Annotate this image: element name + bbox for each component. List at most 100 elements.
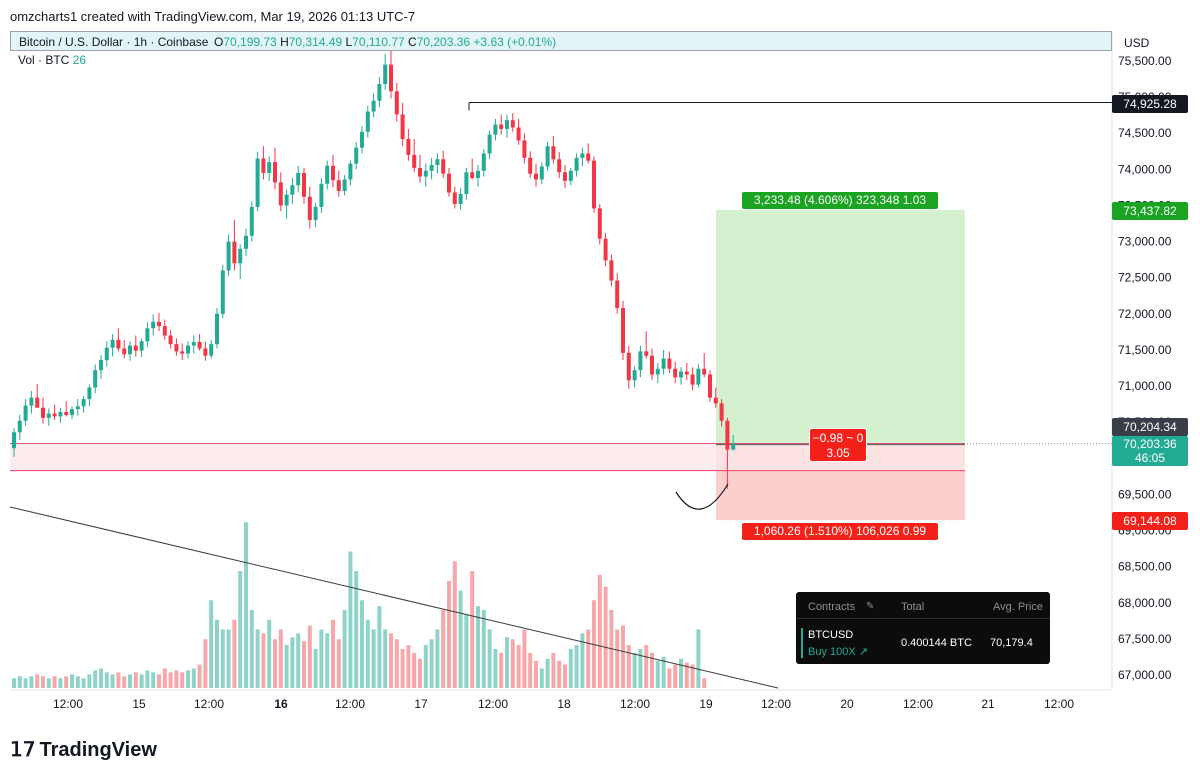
candle-body <box>354 147 359 164</box>
price-tick-label: 68,000.00 <box>1118 596 1172 610</box>
volume-bar <box>586 629 591 688</box>
volume-bar <box>290 637 295 688</box>
candle-body <box>133 345 138 351</box>
volume-bar <box>394 639 399 688</box>
candle-body <box>17 420 22 433</box>
hand-drawn-curve <box>675 483 729 510</box>
symbol-legend[interactable]: Bitcoin / U.S. Dollar · 1h · Coinbase O7… <box>10 31 1112 51</box>
entry-price-label: 70,204.34 <box>1112 418 1188 436</box>
volume-bar <box>238 571 243 688</box>
position-side[interactable]: Buy 100X ↗ <box>808 645 868 658</box>
volume-bar <box>191 668 196 688</box>
target-price-label: 73,437.82 <box>1112 202 1188 220</box>
volume-bar <box>412 652 417 688</box>
candle-body <box>534 173 538 180</box>
candle-body <box>296 172 301 186</box>
candle-body <box>180 351 185 354</box>
candle-body <box>81 399 86 407</box>
candle-body <box>46 413 51 418</box>
time-tick-label: 17 <box>414 697 428 711</box>
candle-body <box>325 165 330 184</box>
candle-body <box>667 358 672 369</box>
candle-body <box>673 368 678 378</box>
volume-bar <box>400 649 405 688</box>
volume-bar <box>534 660 538 688</box>
volume-bar <box>354 571 359 688</box>
position-pl-box[interactable]: −0.98 ~ 0 3.05 <box>809 428 867 462</box>
volume-bar <box>418 658 422 688</box>
candle-body <box>23 405 28 421</box>
candle-body <box>122 348 127 355</box>
candle-body <box>290 185 295 195</box>
positions-panel[interactable]: Contracts ✎ Total Avg. Price BTCUSD Buy … <box>796 592 1050 664</box>
candle-body <box>557 159 562 173</box>
volume-bar <box>621 625 625 688</box>
currency-label[interactable]: USD <box>1124 36 1150 50</box>
volume-bar <box>452 561 457 688</box>
candle-body <box>244 235 248 249</box>
time-tick-label: 12:00 <box>620 697 650 711</box>
volume-bar <box>29 676 34 688</box>
volume-bar <box>307 625 312 688</box>
volume-bar <box>632 652 637 688</box>
candle-body <box>551 146 556 160</box>
price-tick-label: 74,000.00 <box>1118 162 1172 176</box>
volume-bar <box>603 586 608 688</box>
volume-bar <box>528 652 533 688</box>
candle-body <box>104 347 109 361</box>
edit-icon[interactable]: ↗ <box>858 646 868 658</box>
candle-body <box>174 344 179 352</box>
candle-body <box>145 328 150 342</box>
volume-bar <box>325 633 330 688</box>
price-tick-label: 74,500.00 <box>1118 126 1172 140</box>
volume-bar <box>278 629 283 688</box>
candle-body <box>70 409 74 415</box>
current-price-value: 70,203.36 <box>1123 437 1177 451</box>
price-tick-label: 67,500.00 <box>1118 632 1172 646</box>
candle-body <box>429 165 434 171</box>
volume-bar <box>110 674 115 688</box>
time-tick-label: 18 <box>557 697 571 711</box>
candle-body <box>476 170 480 179</box>
pin-icon[interactable]: ✎ <box>866 601 875 612</box>
trend-line <box>9 506 779 689</box>
volume-bar <box>255 629 260 688</box>
volume-bar <box>186 670 190 688</box>
candle-body <box>447 173 451 193</box>
volume-bar <box>522 629 527 688</box>
volume-bar <box>667 668 672 688</box>
volume-bar <box>458 590 463 688</box>
candle-body <box>226 241 231 271</box>
volume-legend[interactable]: Vol · BTC 26 <box>18 53 86 67</box>
candle-body <box>626 352 631 381</box>
candle-body <box>302 172 306 197</box>
candle-body <box>568 170 573 181</box>
candle-body <box>215 313 219 345</box>
candle-body <box>151 321 156 329</box>
volume-bar <box>157 674 161 688</box>
low-value: 70,110.77 <box>352 35 405 49</box>
candle-body <box>261 158 266 173</box>
candle-body <box>539 166 544 180</box>
candle-body <box>348 163 353 180</box>
time-tick-label: 12:00 <box>53 697 83 711</box>
candle-body <box>423 170 428 177</box>
candle-body <box>452 192 457 205</box>
position-symbol[interactable]: BTCUSD <box>808 629 854 641</box>
candle-body <box>510 120 515 128</box>
candle-body <box>441 159 446 174</box>
volume-bar <box>568 649 573 688</box>
candle-body <box>41 407 45 418</box>
volume-bar <box>128 674 132 688</box>
volume-bar <box>441 610 446 688</box>
volume-bar <box>261 633 266 688</box>
candle-body <box>249 206 254 236</box>
candle-body <box>191 341 196 346</box>
tradingview-logo[interactable]: 𝟣𝟩 TradingView <box>10 737 157 762</box>
candle-body <box>273 162 277 183</box>
target-info-label: 3,233.48 (4.606%) 323,348 1.03 <box>742 192 938 209</box>
volume-bar <box>284 645 289 688</box>
symbol-title[interactable]: Bitcoin / U.S. Dollar · 1h · Coinbase <box>19 35 209 49</box>
candle-body <box>516 127 521 141</box>
